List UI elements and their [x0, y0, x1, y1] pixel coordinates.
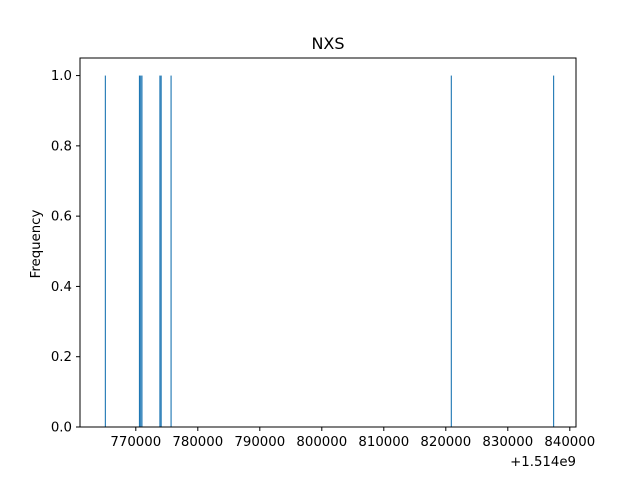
y-ticks-group: 0.0 0.2 0.4 0.6 0.8 1.0	[51, 69, 80, 436]
plot-frame	[79, 57, 577, 428]
y-tick-label: 0.6	[51, 210, 72, 225]
histogram-bar-6	[170, 75, 172, 428]
x-tick-label: 780000	[172, 435, 223, 450]
y-tick-label: 0.0	[51, 421, 72, 436]
x-tick-label: 820000	[420, 435, 471, 450]
histogram-bar-4	[159, 75, 161, 428]
y-tick-label: 0.2	[51, 350, 72, 365]
histogram-bar-5	[160, 75, 162, 428]
y-tick-label: 0.8	[51, 139, 72, 154]
histogram-bar-3	[141, 75, 143, 428]
y-axis-label: Frequency	[29, 210, 44, 279]
bars-group	[104, 75, 555, 428]
x-offset-label: +1.514e9	[510, 455, 576, 470]
x-tick-label: 800000	[296, 435, 347, 450]
x-tick-label: 840000	[544, 435, 595, 450]
x-tick-label: 790000	[234, 435, 285, 450]
histogram-bar-1	[138, 75, 141, 428]
y-tick-label: 1.0	[51, 69, 72, 84]
x-ticks-group: 770000 780000 790000 800000 810000 820000 8300…	[110, 427, 595, 450]
histogram-bar-2	[140, 75, 142, 428]
x-tick-label: 830000	[482, 435, 533, 450]
y-tick-label: 0.4	[51, 280, 72, 295]
x-tick-label: 810000	[358, 435, 409, 450]
x-tick-label: 770000	[110, 435, 161, 450]
histogram-bar-7	[450, 75, 452, 428]
chart-title: NXS	[311, 34, 344, 53]
histogram-bar-0	[104, 75, 106, 428]
histogram-bar-8	[553, 75, 555, 428]
